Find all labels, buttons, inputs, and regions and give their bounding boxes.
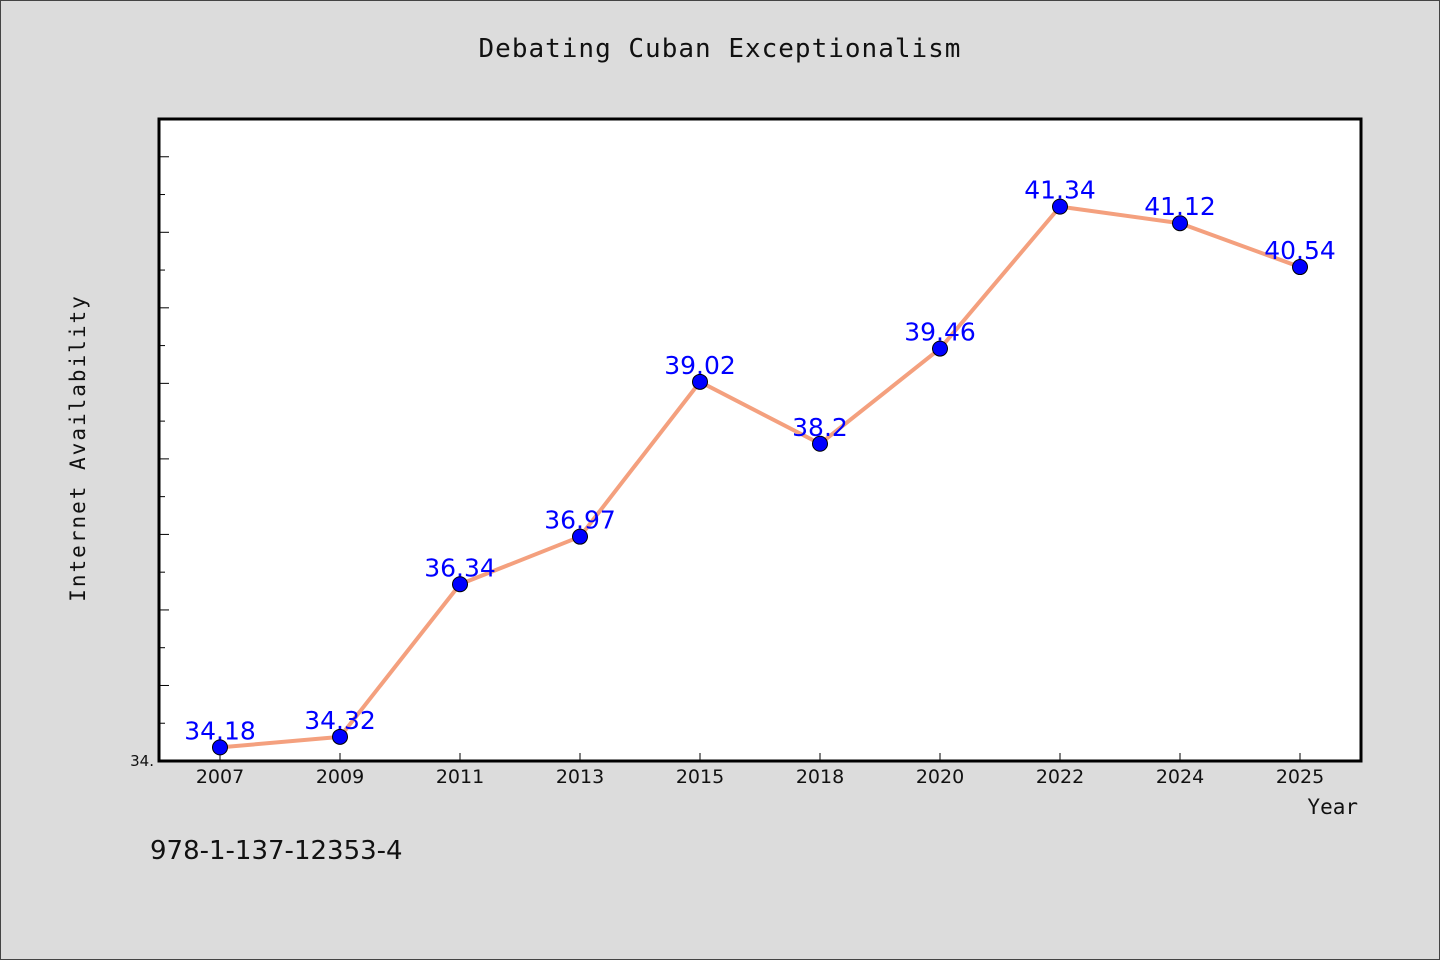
x-tick-label: 2024 xyxy=(1156,766,1204,788)
x-tick-label: 2022 xyxy=(1036,766,1084,788)
data-label: 36.97 xyxy=(544,506,616,535)
data-labels: 34.18 34.32 36.34 36.97 39.02 38.2 39.46 41.34 4… xyxy=(184,176,1336,746)
data-label: 38.2 xyxy=(792,413,848,442)
x-axis-label: Year xyxy=(1307,795,1358,819)
isbn-text: 978-1-137-12353-4 xyxy=(150,836,403,866)
x-tick-label: 2011 xyxy=(436,766,484,788)
x-tick-label: 2015 xyxy=(676,766,724,788)
data-point xyxy=(572,528,588,545)
chart-title: Debating Cuban Exceptionalism xyxy=(478,34,962,64)
data-label: 41.34 xyxy=(1024,176,1096,205)
x-tick-label: 2013 xyxy=(556,766,604,788)
data-point xyxy=(1172,215,1188,232)
data-point xyxy=(692,373,708,390)
data-point xyxy=(332,728,348,745)
data-label: 36.34 xyxy=(424,553,496,582)
x-tick-label: 2009 xyxy=(316,766,364,788)
data-point xyxy=(1052,198,1068,215)
data-point xyxy=(932,340,948,357)
plot-area xyxy=(157,117,1363,763)
data-label: 34.18 xyxy=(184,716,256,745)
data-label: 34.32 xyxy=(304,706,376,735)
y-axis-ticks xyxy=(159,118,169,724)
data-label: 39.02 xyxy=(664,351,736,380)
y-tick-label: 34. xyxy=(130,752,154,770)
x-tick-label: 2020 xyxy=(916,766,964,788)
data-markers xyxy=(212,198,1308,756)
data-label: 39.46 xyxy=(904,318,976,347)
data-point xyxy=(812,435,828,452)
data-label: 40.54 xyxy=(1264,236,1336,265)
x-tick-label: 2007 xyxy=(196,766,244,788)
x-axis-ticks: 2007 2009 2011 2013 2015 2018 2020 2022 2024 2025 xyxy=(196,753,1324,788)
data-label: 41.12 xyxy=(1144,192,1216,221)
x-tick-label: 2018 xyxy=(796,766,844,788)
data-point xyxy=(452,576,468,593)
x-tick-label: 2025 xyxy=(1276,766,1324,788)
series-line xyxy=(219,204,1301,750)
data-point xyxy=(1292,259,1308,276)
data-point xyxy=(212,739,228,756)
series-line-group xyxy=(219,204,1301,750)
